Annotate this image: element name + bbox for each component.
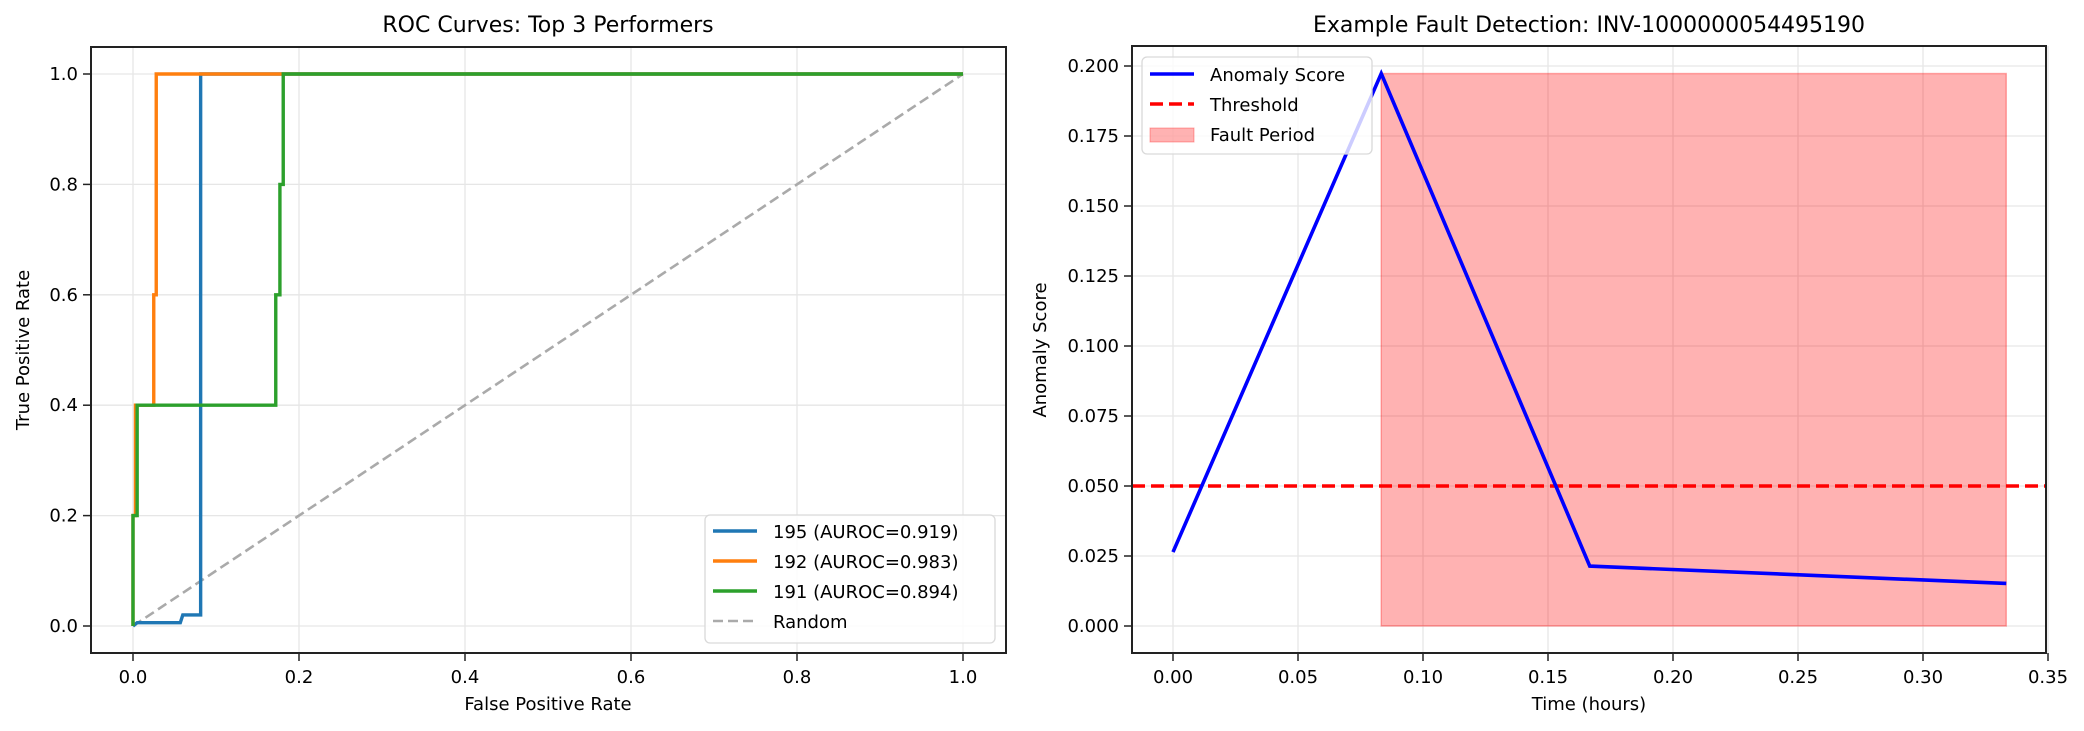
legend-label: Fault Period bbox=[1210, 125, 1315, 146]
roc-title: ROC Curves: Top 3 Performers bbox=[382, 13, 713, 38]
y-tick-label: 0.200 bbox=[1067, 56, 1119, 77]
x-tick-label: 0.30 bbox=[1903, 667, 1943, 688]
y-tick-label: 0.125 bbox=[1067, 266, 1119, 287]
legend-label: Threshold bbox=[1209, 95, 1299, 116]
roc-axes-frame bbox=[90, 46, 1007, 654]
fault-title: Example Fault Detection: INV-10000000544… bbox=[1313, 13, 1865, 38]
y-tick-label: 0.050 bbox=[1067, 476, 1119, 497]
y-tick-label: 1.0 bbox=[49, 64, 78, 85]
roc-ticks: 0.0 0.2 0.4 0.6 0.8 1.0 0.0 0.2 0.4 0.6 0.8 1.0 bbox=[49, 64, 977, 688]
fault-legend: Anomaly Score Threshold Fault Period bbox=[1141, 56, 1373, 155]
legend-label: 191 (AUROC=0.894) bbox=[773, 582, 958, 603]
x-tick-label: 0.2 bbox=[285, 667, 314, 688]
legend-label: 195 (AUROC=0.919) bbox=[773, 522, 958, 543]
fault-xlabel: Time (hours) bbox=[1531, 694, 1646, 715]
x-tick-label: 1.0 bbox=[949, 667, 978, 688]
series-line bbox=[131, 72, 963, 626]
x-tick-label: 0.4 bbox=[451, 667, 480, 688]
y-tick-label: 0.2 bbox=[49, 506, 78, 527]
y-tick-label: 0.150 bbox=[1067, 196, 1119, 217]
x-tick-label: 0.15 bbox=[1528, 667, 1568, 688]
y-tick-label: 0.000 bbox=[1067, 616, 1119, 637]
y-tick-label: 0.6 bbox=[49, 285, 78, 306]
y-tick-label: 0.8 bbox=[49, 174, 78, 195]
roc-chart: 0.0 0.2 0.4 0.6 0.8 1.0 0.0 0.2 0.4 0.6 0.8 1.0 ROC… bbox=[13, 13, 1007, 715]
y-tick-label: 0.025 bbox=[1067, 546, 1119, 567]
legend-label: 192 (AUROC=0.983) bbox=[773, 552, 958, 573]
x-tick-label: 0.0 bbox=[119, 667, 148, 688]
y-tick-label: 0.175 bbox=[1067, 126, 1119, 147]
fault-ticks: 0.00 0.05 0.10 0.15 0.20 0.25 0.30 0.35 0.000 0.0… bbox=[1067, 56, 2068, 688]
y-tick-label: 0.0 bbox=[49, 616, 78, 637]
legend-box bbox=[704, 514, 996, 644]
x-tick-label: 0.8 bbox=[783, 667, 812, 688]
roc-xlabel: False Positive Rate bbox=[464, 694, 631, 715]
anomaly-score-line bbox=[1171, 68, 2007, 586]
legend-swatch bbox=[1149, 127, 1195, 143]
series-line bbox=[132, 72, 964, 628]
legend-box bbox=[1141, 56, 1373, 155]
fault-ylabel: Anomaly Score bbox=[1030, 282, 1051, 417]
y-tick-label: 0.075 bbox=[1067, 406, 1119, 427]
fault-series bbox=[1132, 68, 2046, 627]
y-tick-label: 0.4 bbox=[49, 395, 78, 416]
x-tick-label: 0.20 bbox=[1653, 667, 1693, 688]
y-tick-label: 0.100 bbox=[1067, 336, 1119, 357]
x-tick-label: 0.00 bbox=[1153, 667, 1193, 688]
fault-chart: 0.00 0.05 0.10 0.15 0.20 0.25 0.30 0.35 0.000 0.0… bbox=[1030, 13, 2068, 715]
x-tick-label: 0.6 bbox=[617, 667, 646, 688]
fault-axes-frame bbox=[1131, 45, 2047, 654]
x-tick-label: 0.05 bbox=[1278, 667, 1318, 688]
legend-label: Random bbox=[773, 612, 848, 633]
x-tick-label: 0.35 bbox=[2028, 667, 2068, 688]
roc-legend: 195 (AUROC=0.919) 192 (AUROC=0.983) 191 (A… bbox=[704, 514, 996, 644]
roc-ylabel: True Positive Rate bbox=[13, 270, 34, 431]
fault-period-area bbox=[1380, 72, 2007, 627]
roc-series bbox=[131, 72, 964, 628]
legend-label: Anomaly Score bbox=[1210, 65, 1345, 86]
x-tick-label: 0.10 bbox=[1403, 667, 1443, 688]
x-tick-label: 0.25 bbox=[1778, 667, 1818, 688]
